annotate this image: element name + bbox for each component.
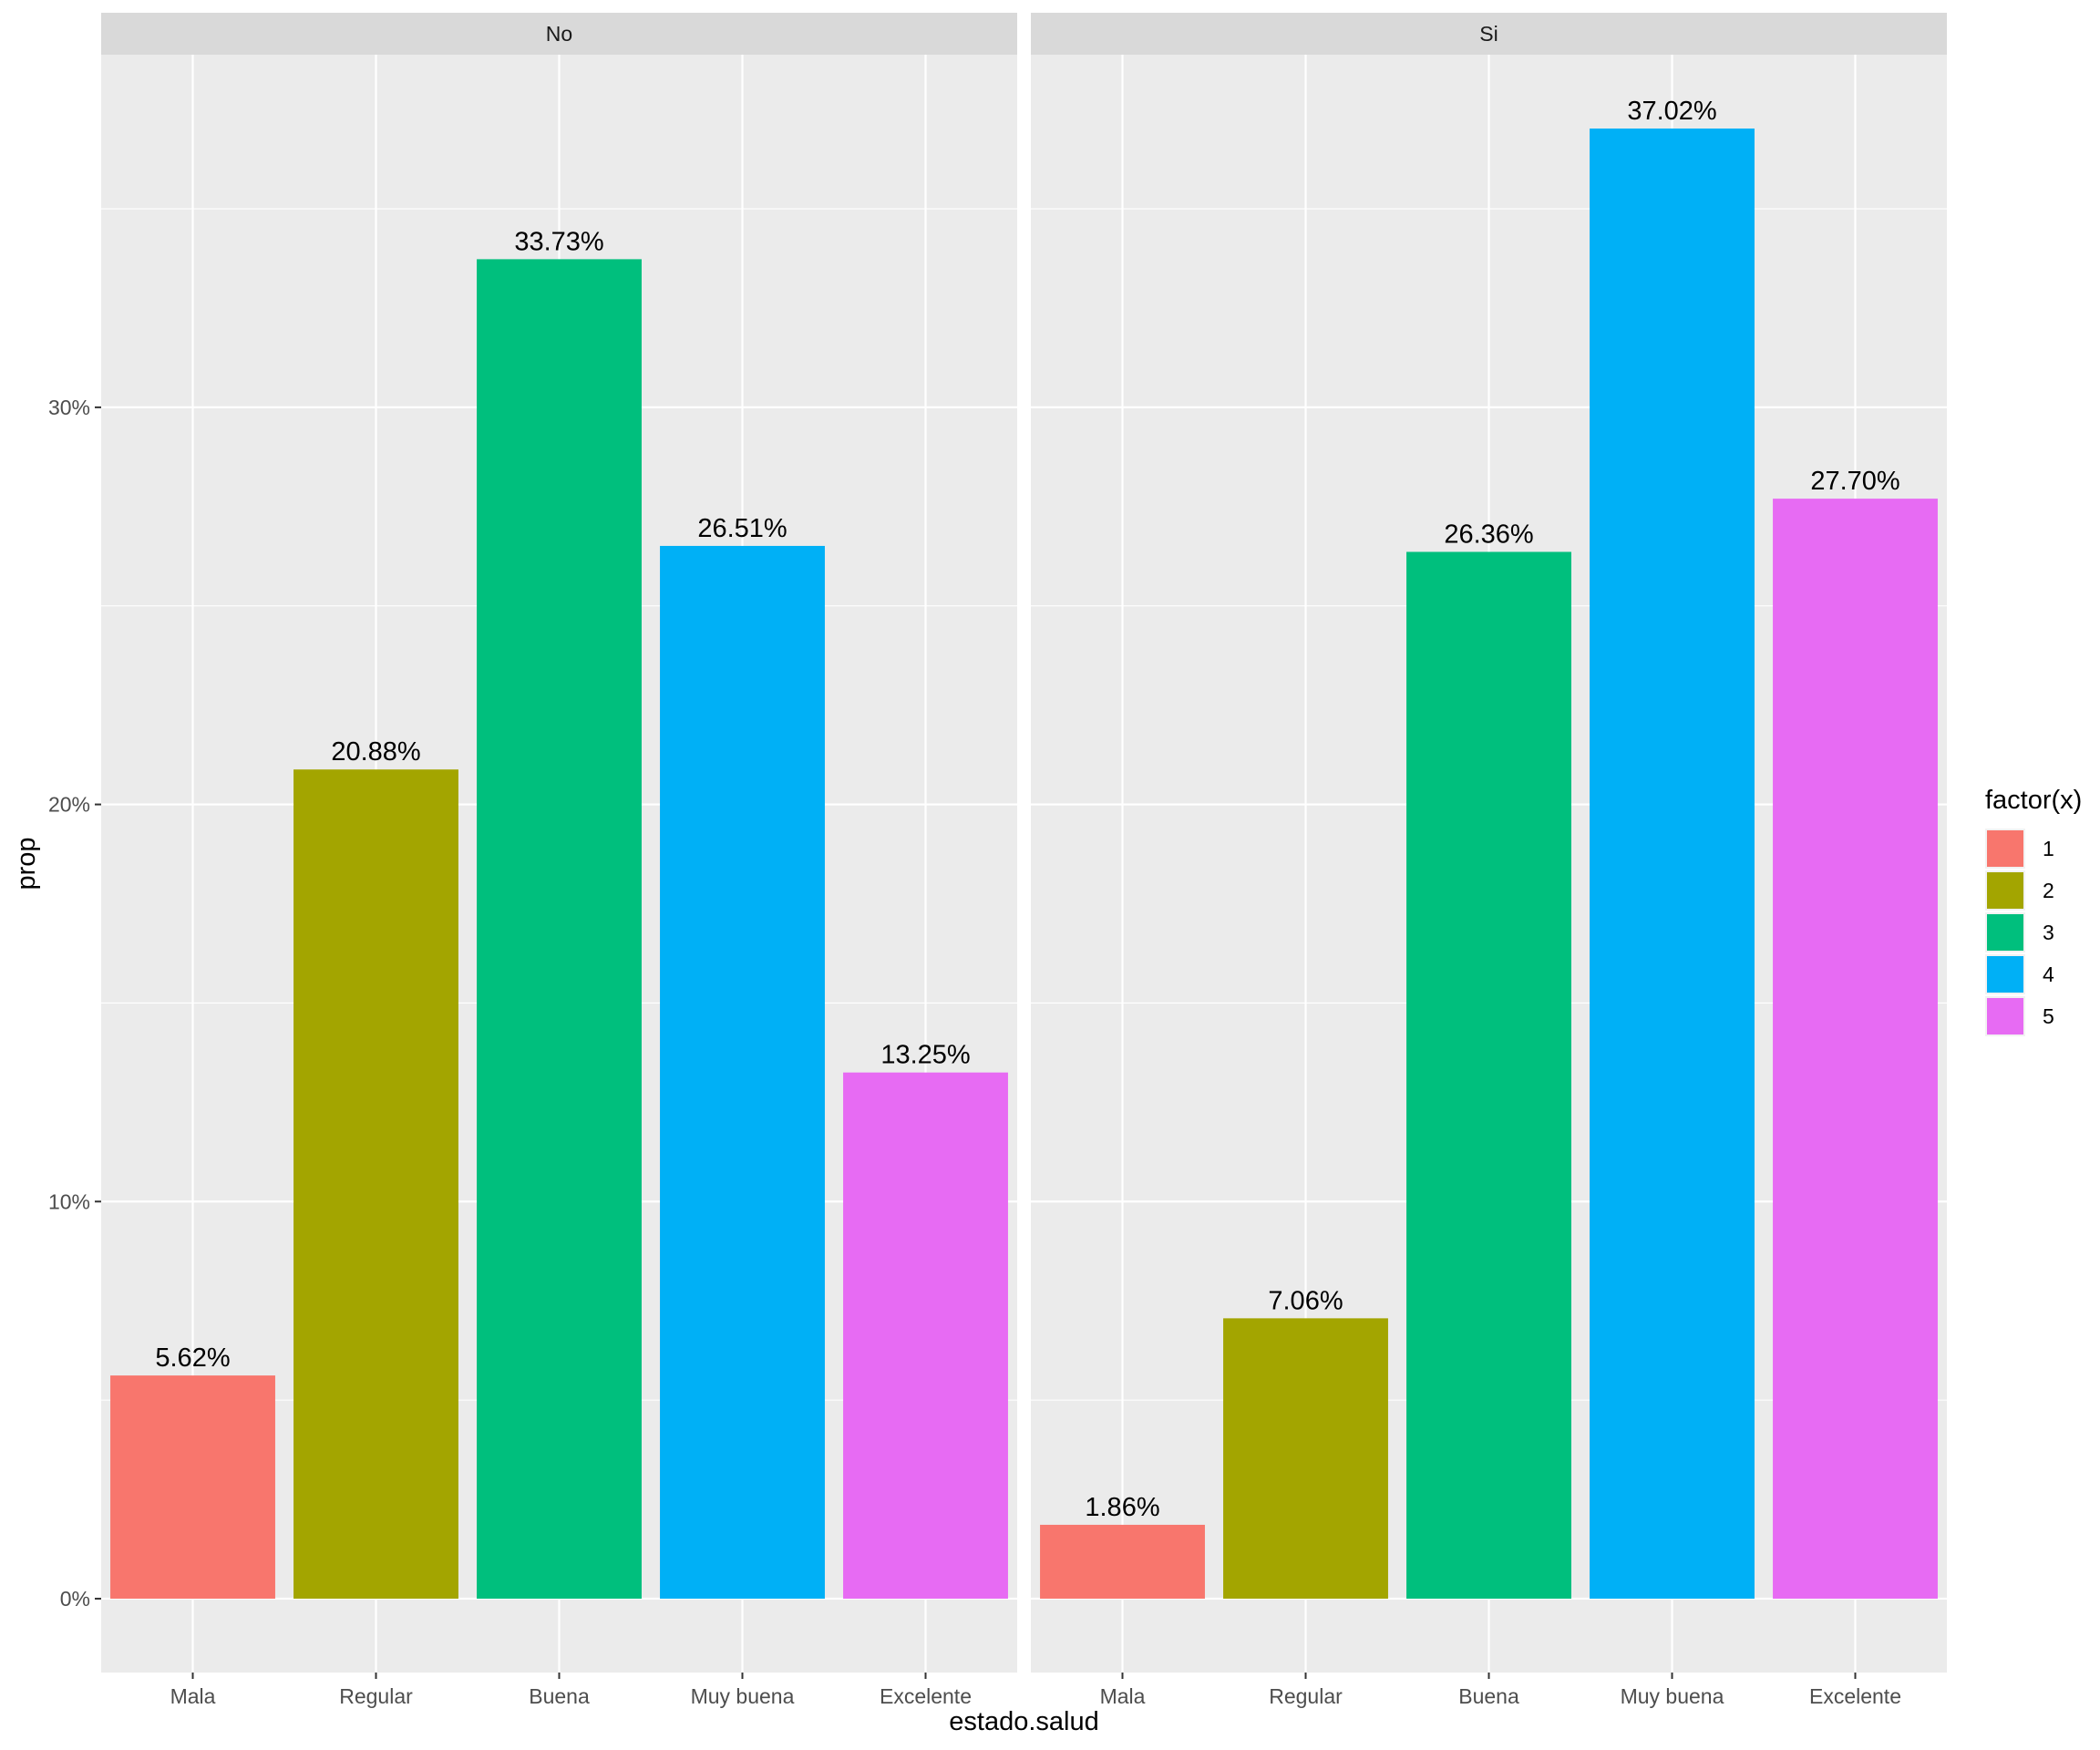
bar-value-label: 26.36% xyxy=(1444,520,1533,549)
bar-si-buena xyxy=(1406,551,1571,1599)
bar-value-label: 1.86% xyxy=(1085,1493,1159,1522)
legend-label: 4 xyxy=(2043,962,2054,986)
y-axis-title: prop xyxy=(12,837,41,890)
bar-no-muy-buena xyxy=(660,545,825,1599)
x-tick-label: Regular xyxy=(339,1684,413,1708)
x-tick-label: Buena xyxy=(1458,1684,1519,1708)
y-tick-label: 10% xyxy=(48,1189,90,1213)
bar-si-mala xyxy=(1040,1524,1205,1599)
x-tick-label: Muy buena xyxy=(1621,1684,1724,1708)
legend-swatch-2 xyxy=(1987,872,2023,909)
legend-title: factor(x) xyxy=(1985,786,2082,815)
facet-strip-si xyxy=(1031,13,1947,55)
y-tick-label: 20% xyxy=(48,793,90,817)
x-tick-label: Excelente xyxy=(1809,1684,1901,1708)
bar-si-muy-buena xyxy=(1590,129,1755,1599)
legend-label: 5 xyxy=(2043,1004,2054,1028)
bar-value-label: 13.25% xyxy=(880,1041,970,1070)
facet-strip-label: No xyxy=(546,22,572,46)
bar-value-label: 27.70% xyxy=(1810,467,1899,496)
x-axis-title: estado.salud xyxy=(949,1707,1098,1736)
legend-label: 2 xyxy=(2043,879,2054,902)
facet-strip-no xyxy=(101,13,1017,55)
legend-swatch-5 xyxy=(1987,998,2023,1035)
legend-label: 1 xyxy=(2043,837,2054,860)
x-tick-label: Buena xyxy=(529,1684,590,1708)
x-tick-label: Muy buena xyxy=(691,1684,795,1708)
legend-label: 3 xyxy=(2043,921,2054,944)
facet-strip-label: Si xyxy=(1479,22,1498,46)
x-tick-label: Excelente xyxy=(880,1684,972,1708)
bar-value-label: 20.88% xyxy=(331,737,420,767)
bar-value-label: 7.06% xyxy=(1268,1286,1343,1315)
bar-no-buena xyxy=(477,259,642,1599)
bar-no-regular xyxy=(293,769,458,1599)
bar-si-excelente xyxy=(1773,499,1938,1599)
bar-value-label: 5.62% xyxy=(155,1343,230,1373)
bar-value-label: 37.02% xyxy=(1627,97,1716,126)
legend-swatch-4 xyxy=(1987,956,2023,993)
x-tick-label: Mala xyxy=(170,1684,216,1708)
x-tick-label: Regular xyxy=(1269,1684,1343,1708)
y-tick-label: 0% xyxy=(60,1587,90,1611)
x-tick-label: Mala xyxy=(1100,1684,1146,1708)
bar-no-excelente xyxy=(843,1072,1008,1599)
bar-no-mala xyxy=(110,1375,275,1599)
y-tick-label: 30% xyxy=(48,396,90,419)
legend-swatch-1 xyxy=(1987,830,2023,867)
bar-value-label: 26.51% xyxy=(697,514,787,543)
bar-value-label: 33.73% xyxy=(514,227,603,256)
legend-swatch-3 xyxy=(1987,914,2023,951)
bar-si-regular xyxy=(1223,1318,1388,1599)
